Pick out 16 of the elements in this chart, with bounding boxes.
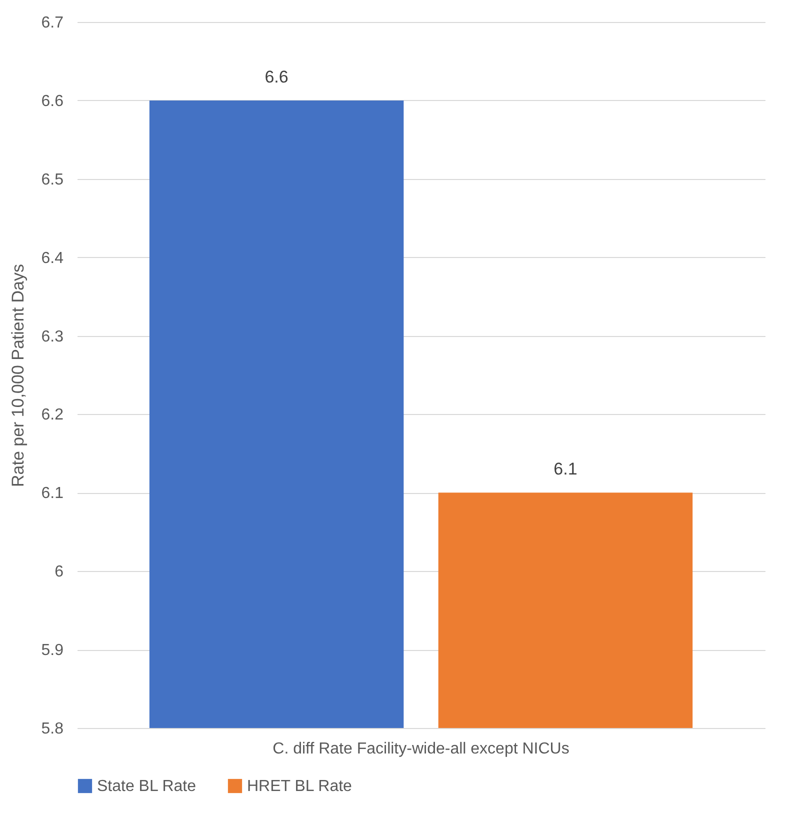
y-axis-title: Rate per 10,000 Patient Days [8, 264, 28, 488]
y-tick-label: 6 [54, 564, 64, 581]
legend-label: HRET BL Rate [247, 778, 352, 795]
y-tick-label: 5.9 [41, 642, 64, 660]
legend-label: State BL Rate [97, 778, 196, 795]
y-tick-label: 6.2 [41, 406, 64, 424]
y-tick-label: 5.8 [41, 720, 64, 738]
x-tick-label: C. diff Rate Facility-wide-all except NICUs [272, 740, 570, 758]
y-tick-label: 6.7 [41, 14, 64, 32]
y-tick-label: 6.4 [41, 250, 64, 267]
y-tick-label: 6.5 [41, 171, 64, 188]
y-tick-label: 6.6 [41, 92, 64, 110]
data-label: 6.1 [554, 460, 578, 479]
y-tick-label: 6.3 [41, 328, 64, 346]
data-label: 6.6 [264, 67, 288, 86]
y-tick-label: 6.1 [41, 485, 64, 502]
